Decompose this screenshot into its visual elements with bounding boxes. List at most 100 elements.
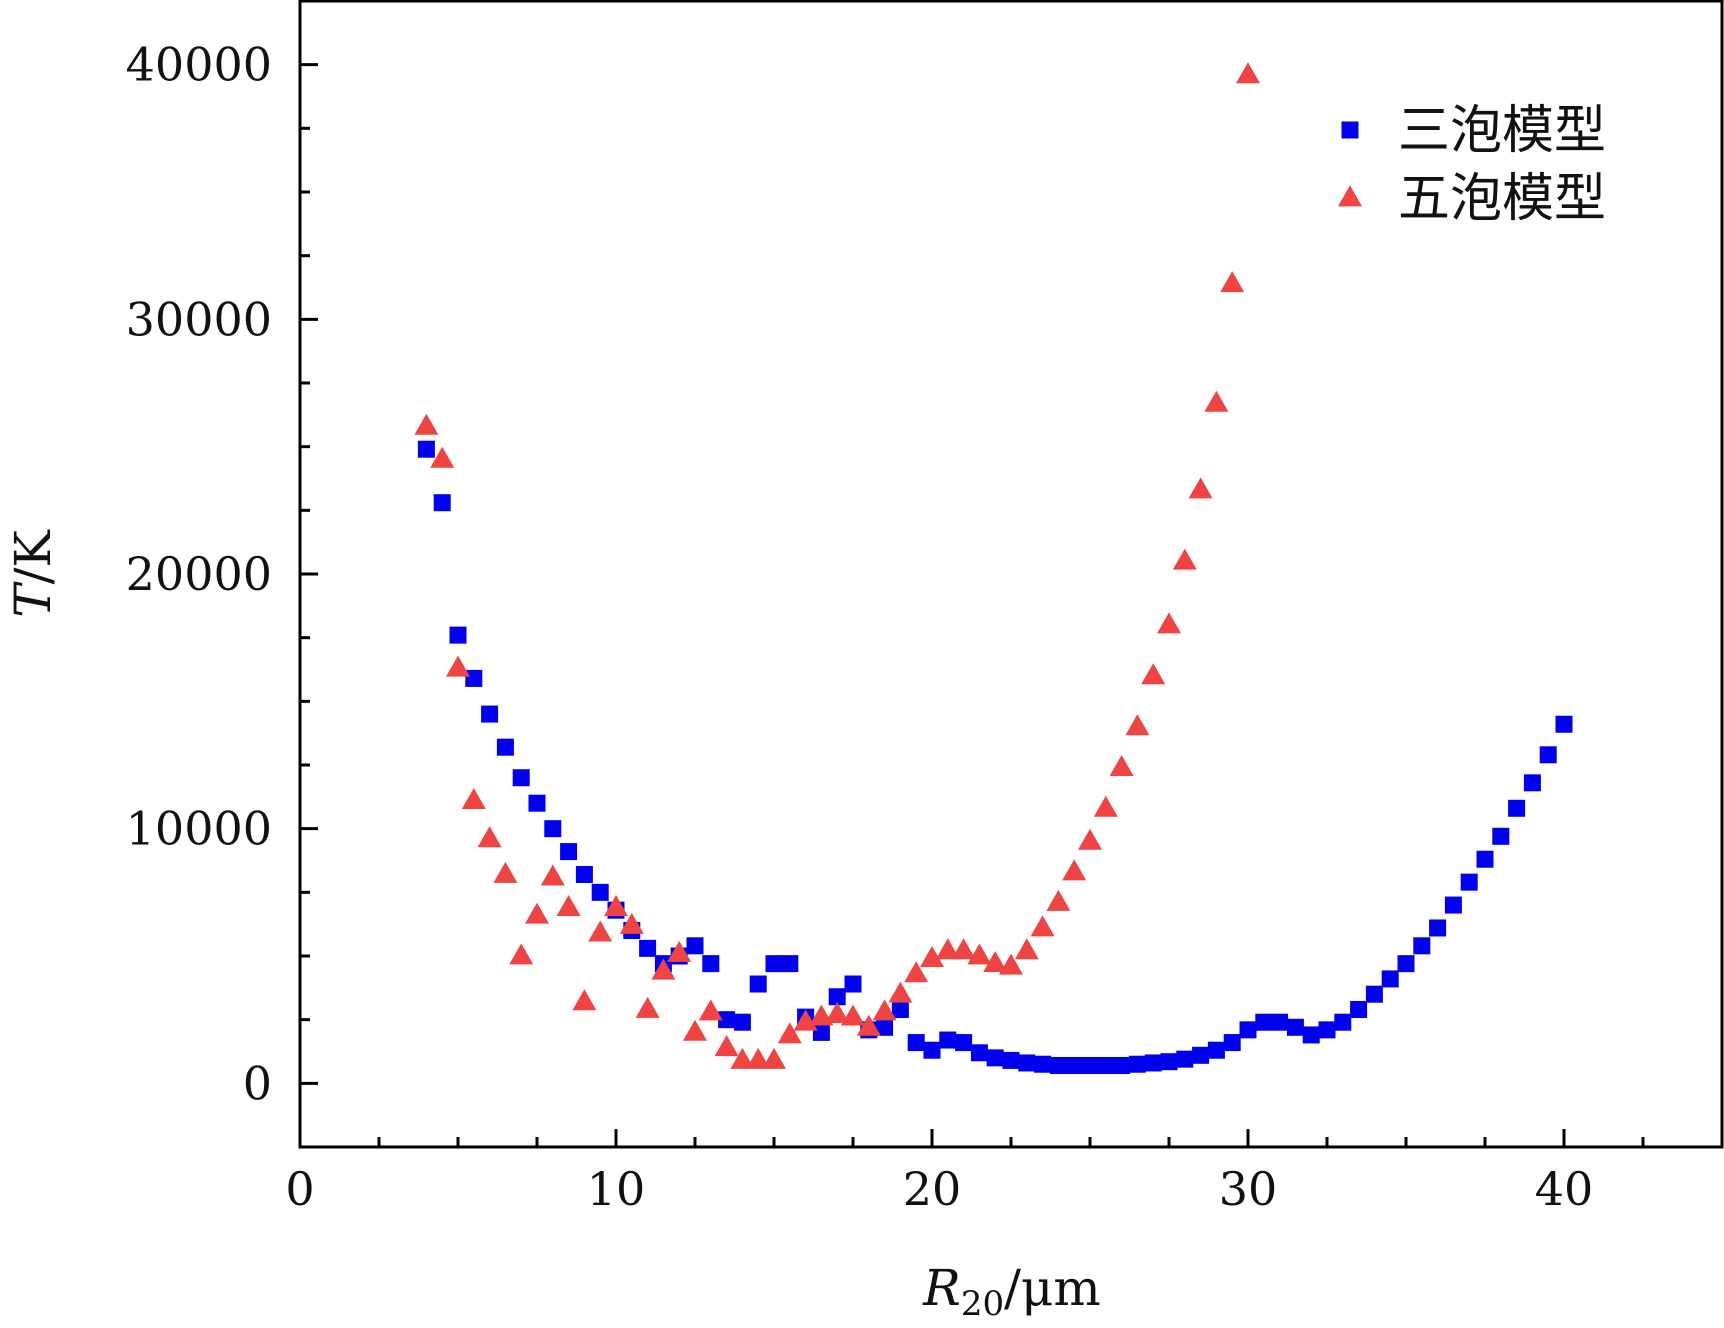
triangle-marker-point: [1030, 915, 1055, 937]
triangle-marker-point: [509, 943, 534, 965]
square-marker-point: [1176, 1050, 1194, 1068]
square-marker-point: [433, 494, 451, 512]
square-marker-point: [876, 1018, 894, 1036]
square-marker-point: [844, 975, 862, 993]
triangle-marker-point: [1172, 548, 1197, 570]
square-marker-point: [1555, 715, 1573, 733]
legend-triangle-icon: [1338, 185, 1362, 207]
triangle-marker-point: [635, 996, 660, 1018]
triangle-marker-point: [1204, 390, 1229, 412]
triangle-marker-point: [525, 902, 549, 924]
square-marker-point: [1144, 1054, 1162, 1072]
square-marker-point: [749, 975, 767, 993]
x-axis-title: R20/μm: [922, 1259, 1101, 1324]
triangle-marker-point: [683, 1019, 707, 1041]
square-marker-point: [1034, 1055, 1052, 1073]
triangle-marker-point: [1157, 612, 1181, 634]
square-marker-point: [1128, 1055, 1146, 1073]
square-marker-point: [702, 955, 720, 973]
square-marker-point: [1113, 1057, 1131, 1075]
triangle-marker-point: [446, 655, 470, 677]
square-marker-point: [1492, 827, 1510, 845]
triangle-marker-point: [1078, 828, 1102, 850]
square-marker-point: [449, 626, 467, 644]
square-marker-point: [970, 1044, 988, 1062]
square-marker-point: [733, 1013, 751, 1031]
triangle-marker-point: [604, 895, 628, 917]
y-tick-label: 20000: [126, 547, 272, 601]
square-marker-point: [986, 1049, 1004, 1067]
square-marker-point: [828, 988, 846, 1006]
square-marker-point: [1350, 1000, 1368, 1018]
square-marker-point: [923, 1041, 941, 1059]
triangle-marker-point: [999, 953, 1023, 975]
triangle-marker-point: [651, 958, 676, 980]
triangle-marker-point: [1236, 62, 1260, 84]
triangle-marker-point: [1141, 663, 1166, 685]
square-marker-point: [1018, 1054, 1036, 1072]
x-tick-label: 30: [1219, 1162, 1278, 1216]
square-marker-point: [955, 1034, 973, 1052]
x-tick-label: 40: [1535, 1162, 1594, 1216]
triangle-marker-point: [588, 920, 613, 942]
square-marker-point: [512, 769, 530, 787]
square-marker-point: [1302, 1026, 1320, 1044]
triangle-marker-point: [698, 999, 723, 1021]
square-marker-point: [1413, 937, 1431, 955]
triangle-marker-point: [1046, 889, 1071, 911]
square-marker-point: [1049, 1057, 1067, 1075]
y-axis-title: T/K: [4, 529, 62, 618]
triangle-marker-point: [967, 943, 992, 965]
y-tick-label: 10000: [126, 802, 272, 856]
y-tick-label: 40000: [126, 38, 272, 92]
triangle-marker-point: [983, 951, 1008, 973]
square-marker-point: [891, 1000, 909, 1018]
legend-label: 五泡模型: [1398, 169, 1606, 229]
triangle-marker-point: [935, 938, 960, 960]
square-marker-point: [1271, 1013, 1289, 1031]
square-marker-point: [417, 440, 435, 458]
triangle-marker-point: [619, 912, 644, 934]
x-tick-label: 20: [903, 1162, 962, 1216]
square-marker-point: [560, 843, 578, 861]
triangle-marker-point: [667, 940, 692, 962]
square-marker-point: [1334, 1013, 1352, 1031]
triangle-marker-point: [493, 861, 518, 883]
triangle-marker-point: [951, 938, 976, 960]
square-marker-point: [1081, 1057, 1099, 1075]
data-points: [414, 62, 1573, 1075]
square-marker-point: [1097, 1057, 1115, 1075]
legend-square-icon: [1341, 121, 1359, 139]
triangle-marker-point: [714, 1035, 739, 1057]
triangle-marker-point: [1093, 795, 1118, 817]
triangle-marker-point: [1220, 271, 1245, 293]
square-marker-point: [1255, 1013, 1273, 1031]
square-marker-point: [1508, 799, 1526, 817]
triangle-marker-point: [1188, 477, 1213, 499]
square-marker-point: [1397, 955, 1415, 973]
triangle-marker-point: [540, 864, 565, 886]
triangle-marker-point: [856, 1014, 881, 1036]
triangle-marker-point: [746, 1047, 771, 1069]
triangle-marker-point: [556, 895, 581, 917]
triangle-marker-point: [920, 945, 944, 967]
triangle-marker-point: [730, 1047, 755, 1069]
x-tick-label: 10: [587, 1162, 646, 1216]
triangle-marker-point: [777, 1022, 802, 1044]
triangle-marker-point: [825, 1001, 850, 1023]
square-marker-point: [496, 738, 514, 756]
square-marker-point: [1286, 1018, 1304, 1036]
triangle-marker-point: [461, 788, 486, 810]
square-marker-point: [591, 883, 609, 901]
square-marker-point: [1460, 873, 1478, 891]
triangle-marker-point: [1125, 714, 1150, 736]
square-marker-point: [1523, 774, 1541, 792]
square-marker-point: [1065, 1057, 1083, 1075]
square-marker-point: [907, 1034, 925, 1052]
triangle-marker-point: [888, 981, 913, 1003]
triangle-marker-point: [841, 1004, 865, 1026]
triangle-marker-point: [904, 961, 929, 983]
